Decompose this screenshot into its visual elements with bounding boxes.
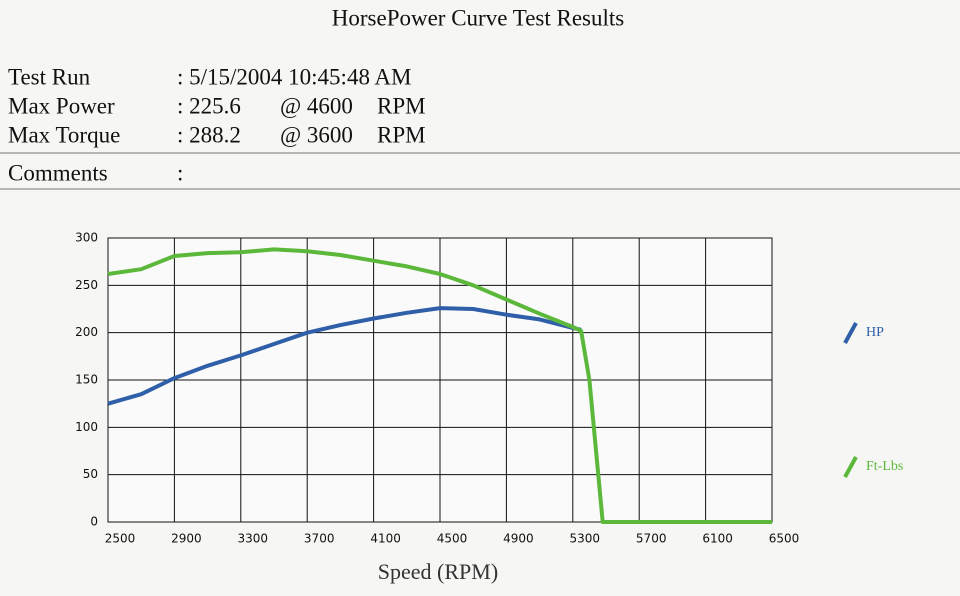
- field-label: Test Run: [8, 64, 91, 89]
- x-tick-label: 4900: [503, 532, 534, 546]
- x-tick-label: 5300: [570, 532, 601, 546]
- x-tick-label: 6100: [702, 532, 733, 546]
- x-tick-label: 2500: [105, 532, 136, 546]
- x-tick-label: 5700: [636, 532, 667, 546]
- legend-swatch: [843, 322, 858, 344]
- x-tick-label: 3700: [304, 532, 335, 546]
- y-tick-label: 0: [90, 515, 98, 529]
- x-tick-label: 3300: [238, 532, 269, 546]
- y-tick-label: 300: [75, 231, 98, 245]
- series-line: [107, 247, 772, 524]
- comments-label: Comments: [8, 160, 108, 185]
- x-tick-label: 6500: [769, 532, 800, 546]
- x-tick-label: 4100: [370, 532, 401, 546]
- field-value: : 288.2: [177, 122, 241, 147]
- field-unit: RPM: [377, 93, 426, 118]
- field-rpm: @ 4600: [280, 93, 353, 118]
- field-label: Max Power: [8, 93, 115, 118]
- y-tick-label: 150: [75, 373, 98, 387]
- comments-value: :: [177, 160, 183, 185]
- y-tick-label: 50: [83, 467, 98, 481]
- field-rpm: @ 3600: [280, 122, 353, 147]
- field-value: : 5/15/2004 10:45:48 AM: [177, 64, 412, 89]
- field-unit: RPM: [377, 122, 426, 147]
- legend-label: Ft-Lbs: [866, 459, 903, 474]
- x-tick-label: 2900: [171, 532, 202, 546]
- field-value: : 225.6: [177, 93, 241, 118]
- report-title: HorsePower Curve Test Results: [332, 5, 625, 30]
- x-axis-title: Speed (RPM): [378, 559, 498, 584]
- y-tick-label: 250: [75, 278, 98, 292]
- y-tick-label: 200: [75, 325, 98, 339]
- legend-swatch: [843, 456, 858, 478]
- field-label: Max Torque: [8, 122, 120, 147]
- series-line: [107, 306, 582, 406]
- x-tick-label: 4500: [437, 532, 468, 546]
- legend-label: HP: [866, 325, 884, 340]
- y-tick-label: 100: [75, 420, 98, 434]
